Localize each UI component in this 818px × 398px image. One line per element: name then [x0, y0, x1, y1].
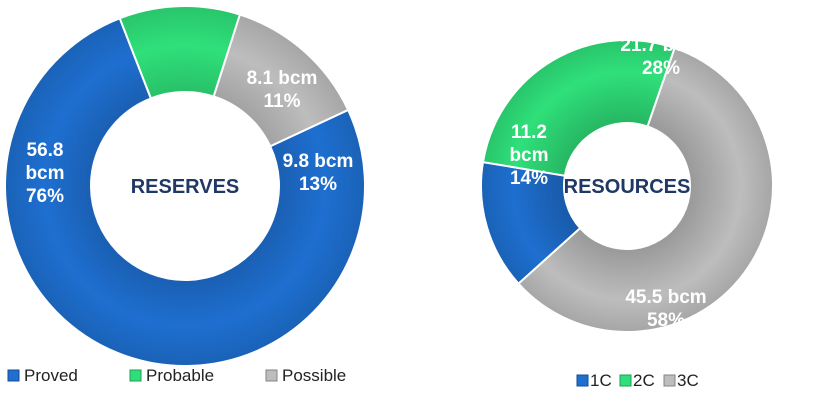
donut-slice-possible — [212, 13, 350, 148]
legend-item-probable: Probable — [129, 366, 214, 385]
data-label-3c: 45.5 bcm 58% — [625, 287, 706, 331]
center-label: RESOURCES — [564, 176, 691, 198]
legend-swatch — [129, 369, 142, 382]
legend-item-possible: Possible — [265, 366, 346, 385]
legend-label: Possible — [282, 366, 346, 385]
legend-label: 3C — [677, 371, 699, 390]
legend-swatch — [663, 374, 676, 387]
donut-chart-reserves: 56.8 bcm 76% 8.1 bcm 11% 9.8 bcm 13% RESERVES Pr… — [4, 5, 366, 385]
legend-label: Proved — [24, 366, 78, 385]
donut-chart-resources: 11.2 bcm 14% 21.7 bcm 28% 45.5 bcm 58% RESOURCE… — [480, 35, 774, 390]
donut-slice-proved — [4, 16, 366, 367]
legend-swatch — [7, 369, 20, 382]
legend-label: 1C — [590, 371, 612, 390]
legend-item-proved: Proved — [7, 366, 78, 385]
legend-item-3c: 3C — [663, 371, 699, 390]
legend-swatch — [576, 374, 589, 387]
legend-label: Probable — [146, 366, 214, 385]
center-label: RESERVES — [131, 176, 240, 198]
donut-slice-3c — [517, 46, 774, 333]
legend-item-2c: 2C — [619, 371, 655, 390]
data-label-proved: 56.8 bcm 76% — [25, 140, 64, 207]
data-label-1c: 11.2 bcm 14% — [509, 122, 548, 189]
data-label-possible: 9.8 bcm 13% — [283, 151, 354, 195]
legend-swatch — [265, 369, 278, 382]
data-label-2c: 21.7 bcm 28% — [620, 35, 701, 79]
legend-swatch — [619, 374, 632, 387]
donut-slice-2c — [481, 39, 676, 177]
donut-slice-1c — [480, 160, 582, 286]
legend-item-1c: 1C — [576, 371, 612, 390]
data-label-probable: 8.1 bcm 11% — [247, 68, 318, 112]
legend-label: 2C — [633, 371, 655, 390]
